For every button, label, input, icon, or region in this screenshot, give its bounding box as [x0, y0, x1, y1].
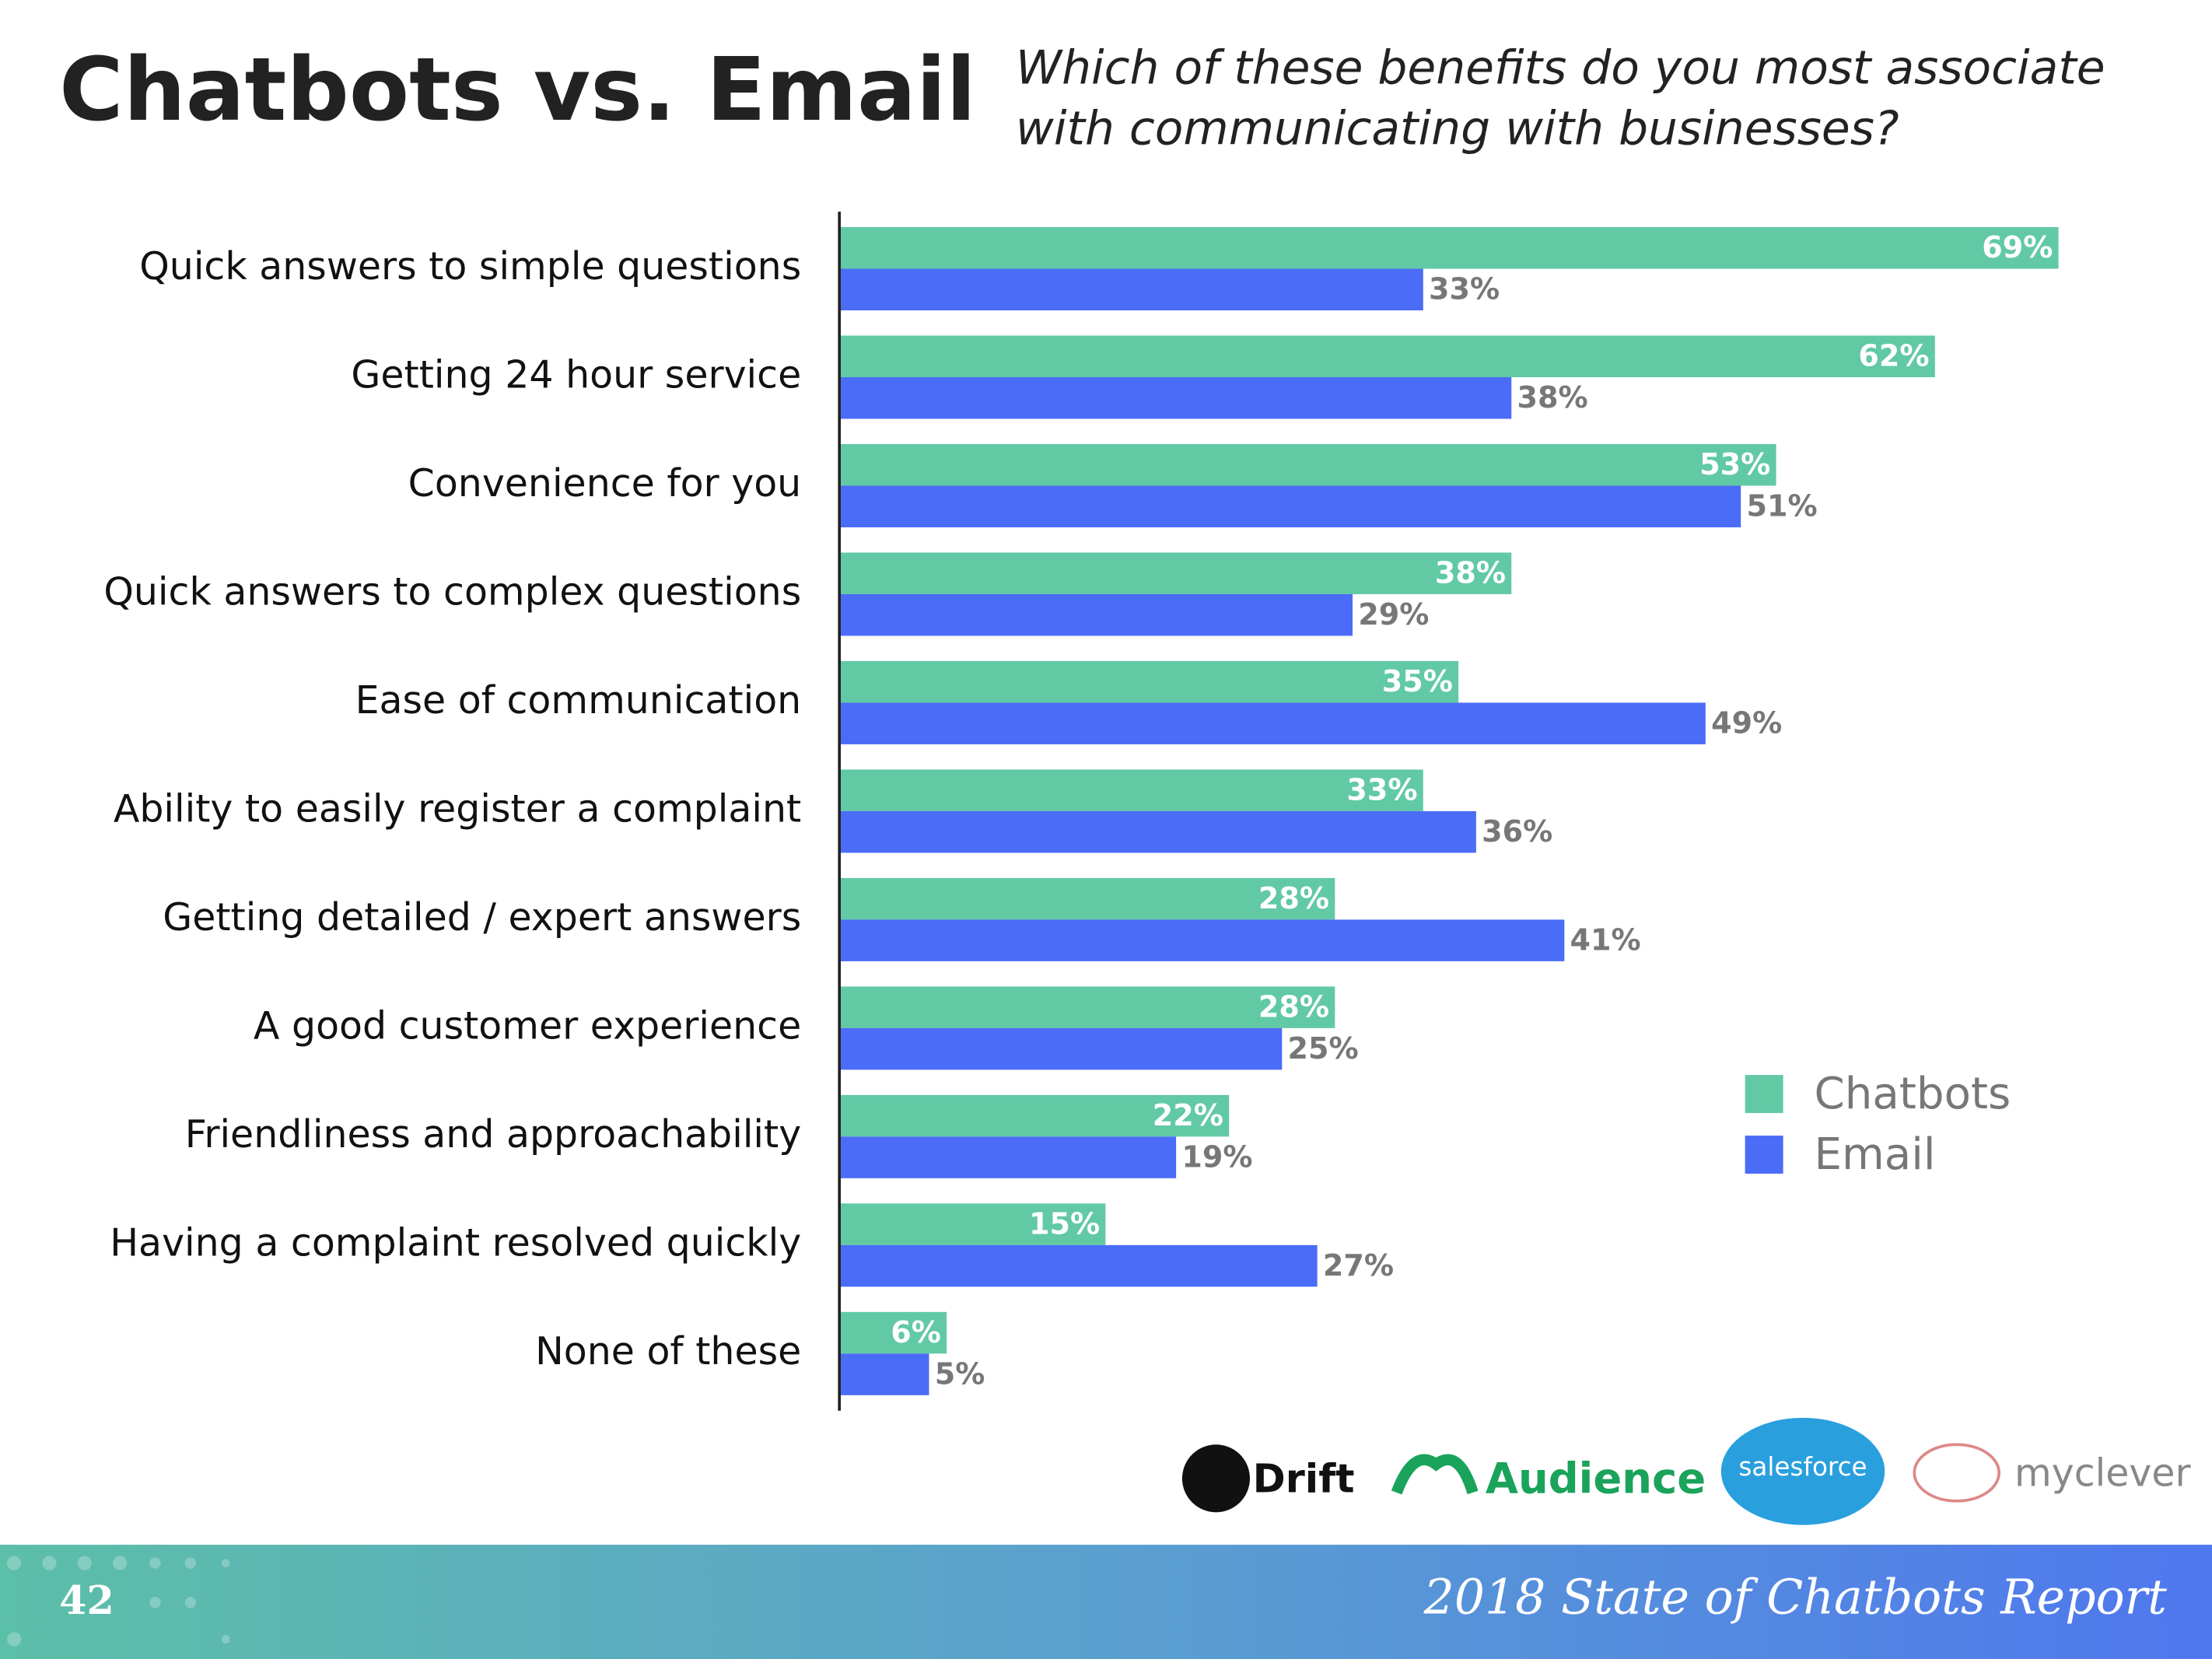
y-tick-label: Convenience for you — [408, 461, 802, 506]
bar — [841, 485, 1741, 527]
legend-swatch — [1745, 1136, 1783, 1174]
bar — [841, 769, 1423, 811]
value-label: 25% — [1288, 1031, 1359, 1066]
logo-icon — [1391, 1454, 1479, 1495]
value-label: 69% — [1982, 230, 2053, 264]
value-label: 6% — [891, 1315, 941, 1349]
value-label: 28% — [1258, 989, 1329, 1024]
y-tick-label: Getting detailed / expert answers — [163, 895, 801, 940]
bar — [841, 443, 1776, 486]
footer-band — [0, 1545, 2212, 1659]
logo-icon — [1913, 1443, 2000, 1503]
value-label: 5% — [935, 1356, 985, 1391]
value-label: 33% — [1346, 772, 1417, 807]
bar — [841, 227, 2059, 269]
y-tick-label: Getting 24 hour service — [351, 353, 801, 397]
value-label: 27% — [1323, 1248, 1394, 1283]
logo: myclever — [2014, 1451, 2191, 1496]
y-tick-label: A good customer experience — [254, 1003, 801, 1048]
y-tick-label: Ease of communication — [355, 678, 802, 723]
value-label: 51% — [1746, 489, 1817, 523]
value-label: 53% — [1699, 447, 1770, 481]
subtitle: with communicating with businesses? — [1016, 101, 1899, 156]
value-label: 41% — [1570, 922, 1641, 957]
bar — [841, 552, 1512, 594]
y-tick-label: Ability to easily register a complaint — [114, 786, 801, 831]
bar — [841, 702, 1706, 744]
bar — [841, 1027, 1283, 1070]
bar — [841, 1353, 929, 1395]
chart-title: Chatbots vs. Email — [59, 39, 976, 141]
value-label: 29% — [1358, 597, 1429, 632]
y-tick-label: Friendliness and approachability — [185, 1112, 802, 1157]
report-title: 2018 State of Chatbots Report — [1423, 1570, 2167, 1626]
value-label: 15% — [1029, 1206, 1100, 1241]
logo-icon — [1720, 1417, 1885, 1525]
y-tick-label: None of these — [535, 1329, 801, 1374]
y-tick-label: Quick answers to simple questions — [139, 244, 801, 289]
bar — [841, 919, 1565, 961]
footer-dots — [7, 1556, 230, 1647]
legend-label: Email — [1815, 1129, 1936, 1180]
logo: Audience — [1486, 1454, 1706, 1503]
value-label: 38% — [1435, 556, 1506, 590]
bar — [841, 1136, 1177, 1178]
bar — [841, 268, 1423, 311]
value-label: 38% — [1517, 380, 1587, 415]
value-label: 62% — [1858, 339, 1929, 373]
legend-label: Chatbots — [1815, 1069, 2011, 1119]
bar — [841, 1094, 1230, 1137]
value-label: 19% — [1181, 1139, 1252, 1174]
y-tick-label: Quick answers to complex questions — [103, 569, 801, 614]
logo-icon — [1181, 1444, 1251, 1513]
value-label: 36% — [1482, 814, 1552, 849]
legend-swatch — [1745, 1075, 1783, 1114]
bar — [841, 986, 1335, 1028]
bar — [841, 377, 1512, 419]
value-label: 22% — [1153, 1098, 1223, 1132]
logos: Drift Audience salesforce myclever — [1181, 1417, 2192, 1525]
bar — [841, 877, 1335, 920]
bar — [841, 335, 1935, 378]
value-label: 28% — [1258, 881, 1329, 915]
logo: salesforce — [1738, 1452, 1867, 1482]
subtitle: Which of these benefits do you most asso… — [1016, 40, 2105, 95]
logo: Drift — [1253, 1455, 1355, 1501]
bar — [841, 1244, 1318, 1287]
value-label: 35% — [1382, 664, 1453, 698]
y-tick-label: Having a complaint resolved quickly — [110, 1220, 801, 1265]
value-label: 49% — [1711, 706, 1782, 740]
bar — [841, 1203, 1106, 1245]
bar — [841, 593, 1353, 636]
bar — [841, 660, 1459, 703]
value-label: 33% — [1429, 272, 1500, 306]
bar — [841, 810, 1476, 853]
bar — [841, 1311, 947, 1354]
page-number: 42 — [59, 1577, 114, 1623]
